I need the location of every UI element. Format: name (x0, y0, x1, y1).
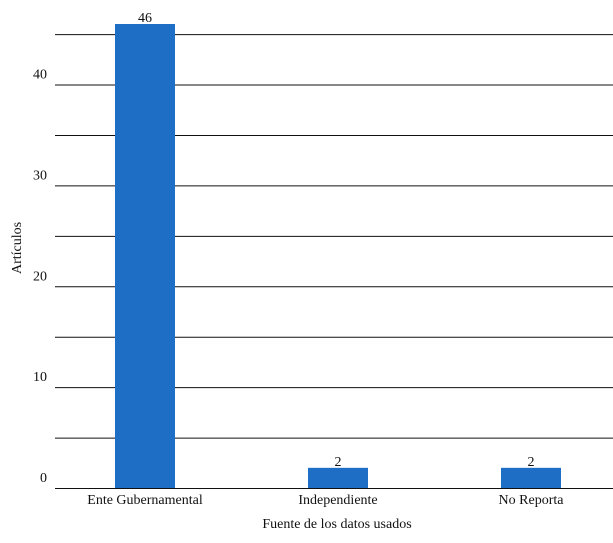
x-tick-label: No Reporta (499, 493, 565, 508)
data-label: 46 (138, 11, 152, 26)
y-tick-label: 20 (33, 269, 47, 284)
y-tick-label: 0 (40, 471, 47, 486)
x-tick-label: Independiente (298, 493, 377, 508)
bar (115, 24, 175, 488)
y-axis-title: Artículos (10, 222, 25, 274)
y-axis-ticks: 0 10 20 30 40 (33, 68, 47, 486)
data-label: 2 (528, 455, 535, 470)
x-axis-ticks: Ente Gubernamental Independiente No Report… (87, 493, 564, 508)
data-label: 2 (335, 455, 342, 470)
y-tick-label: 10 (33, 370, 47, 385)
y-tick-label: 40 (33, 68, 47, 83)
data-labels: 46 2 2 (138, 11, 535, 470)
bar (501, 467, 561, 488)
bars (115, 24, 561, 488)
x-tick-label: Ente Gubernamental (87, 493, 203, 508)
y-tick-label: 30 (33, 168, 47, 183)
x-axis-title: Fuente de los datos usados (262, 517, 411, 532)
bar (308, 467, 368, 488)
